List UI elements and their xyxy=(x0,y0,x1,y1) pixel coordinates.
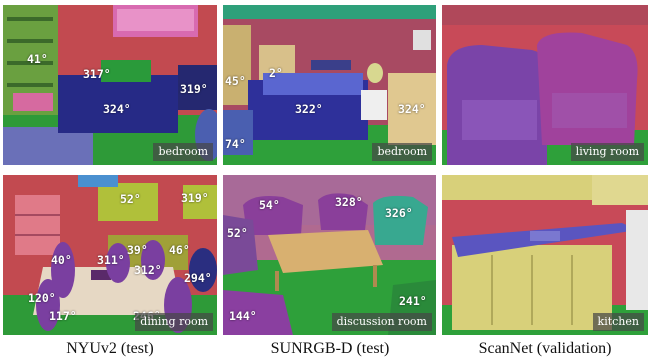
angle-label: 312° xyxy=(134,263,162,277)
angle-label: 294° xyxy=(184,271,212,285)
panel-sun-discussion-room: 54° 328° 326° 52° 241° 144° discussion r… xyxy=(223,175,436,335)
angle-label: 241° xyxy=(399,294,427,308)
angle-label: 322° xyxy=(295,102,323,116)
angle-label: 324° xyxy=(398,102,426,116)
scene-image xyxy=(223,175,436,335)
scene-image xyxy=(3,5,217,165)
column-caption-nyuv2: NYUv2 (test) xyxy=(66,340,154,357)
column-caption-sunrgbd: SUNRGB-D (test) xyxy=(270,340,390,357)
angle-label: 328° xyxy=(335,195,363,209)
angle-label: 41° xyxy=(27,52,48,66)
angle-label: 74° xyxy=(225,137,246,151)
angle-label: 52° xyxy=(227,226,248,240)
scene-label: dining room xyxy=(135,313,213,331)
scene-label: bedroom xyxy=(153,143,213,161)
panel-nyu-dining-room: 52° 319° 39° 46° 40° 311° 312° 294° 120°… xyxy=(3,175,217,335)
scene-label: kitchen xyxy=(592,313,644,331)
scene-image xyxy=(442,5,648,165)
angle-label: 120° xyxy=(28,291,56,305)
panel-scannet-living-room: living room xyxy=(442,5,648,165)
angle-label: 117° xyxy=(49,309,77,323)
angle-label: 2° xyxy=(269,66,283,80)
scene-image xyxy=(223,5,436,165)
angle-label: 46° xyxy=(169,243,190,257)
angle-label: 319° xyxy=(180,82,208,96)
angle-label: 144° xyxy=(229,309,257,323)
angle-label: 52° xyxy=(120,192,141,206)
angle-label: 317° xyxy=(83,67,111,81)
scene-label: bedroom xyxy=(372,143,432,161)
panel-scannet-kitchen: kitchen xyxy=(442,175,648,335)
angle-label: 319° xyxy=(181,191,209,205)
scene-label: discussion room xyxy=(331,313,432,331)
angle-label: 40° xyxy=(51,253,72,267)
angle-label: 311° xyxy=(97,253,125,267)
column-caption-scannet: ScanNet (validation) xyxy=(478,340,612,357)
angle-label: 326° xyxy=(385,206,413,220)
scene-label: living room xyxy=(570,143,644,161)
angle-label: 54° xyxy=(259,198,280,212)
panel-sun-bedroom: 45° 2° 322° 324° 74° bedroom xyxy=(223,5,436,165)
angle-label: 39° xyxy=(127,243,148,257)
panel-nyu-bedroom: 41° 317° 319° 324° bedroom xyxy=(3,5,217,165)
angle-label: 45° xyxy=(225,74,246,88)
angle-label: 324° xyxy=(103,102,131,116)
scene-image xyxy=(442,175,648,335)
